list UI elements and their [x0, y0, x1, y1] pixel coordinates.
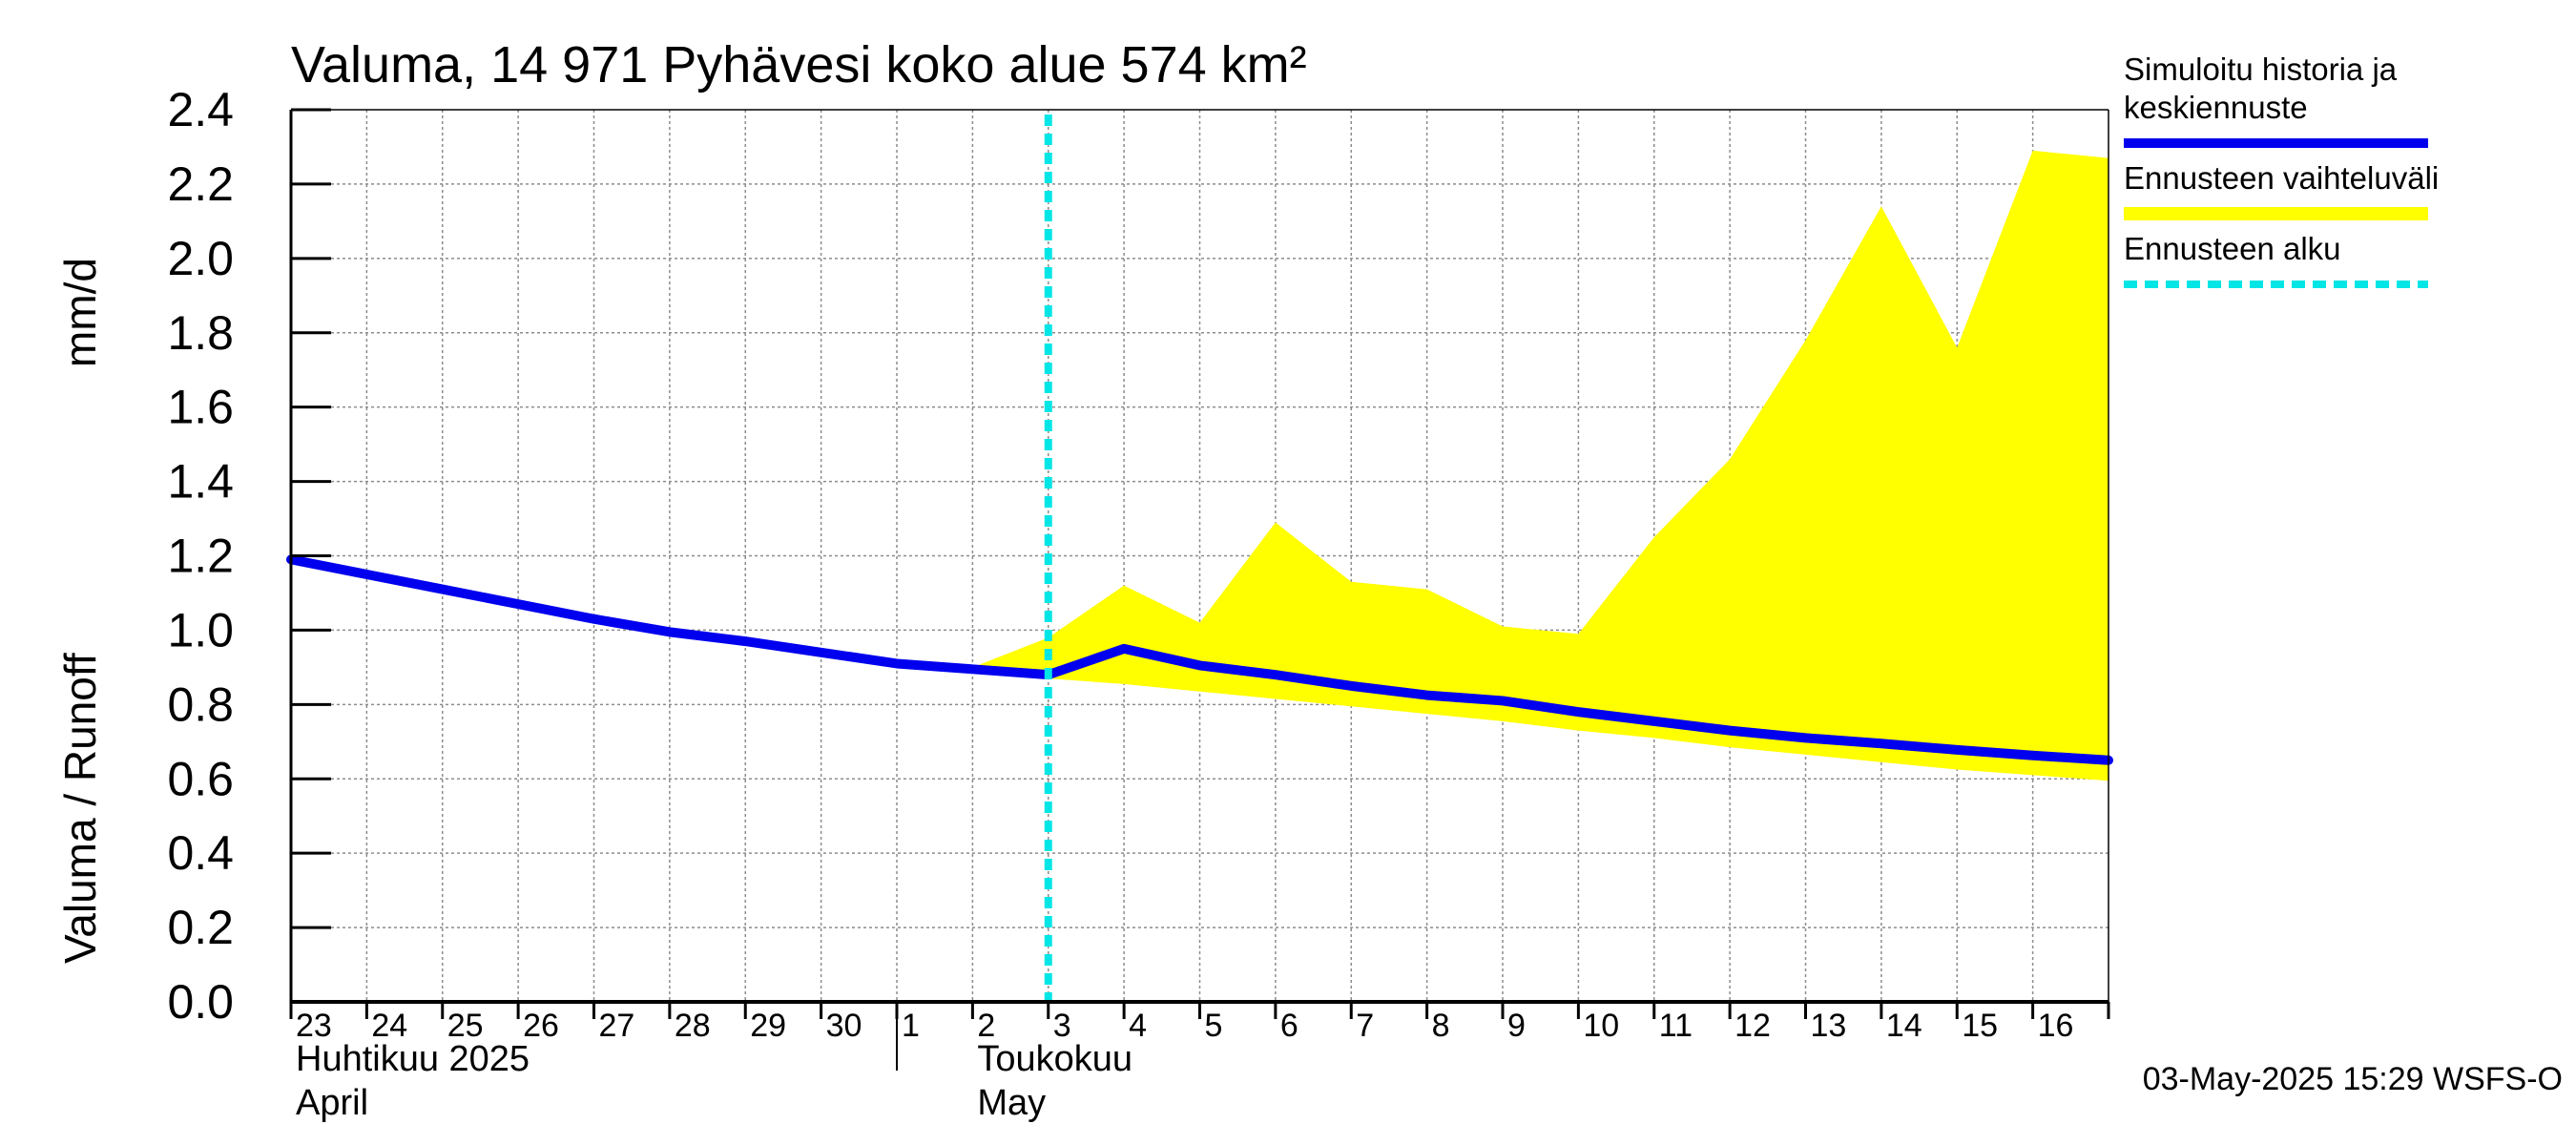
- y-tick-label: 1.2: [167, 530, 234, 583]
- x-tick-label: 8: [1432, 1008, 1450, 1044]
- simulated-mean-point: [896, 662, 898, 665]
- simulated-mean-point: [1123, 647, 1126, 650]
- x-tick-label: 2: [977, 1008, 995, 1044]
- legend-label: Simuloitu historia ja: [2124, 52, 2398, 87]
- x-tick-label: 5: [1205, 1008, 1223, 1044]
- y-tick-label: 0.8: [167, 677, 234, 731]
- simulated-mean-point: [1956, 748, 1959, 751]
- legend-label: Ennusteen vaihteluväli: [2124, 160, 2439, 196]
- legend-label: keskiennuste: [2124, 90, 2308, 125]
- simulated-mean-point: [441, 588, 444, 591]
- simulated-mean-point: [1350, 684, 1353, 687]
- simulated-mean-point: [1804, 737, 1807, 739]
- simulated-mean-point: [365, 572, 368, 575]
- x-tick-label: 13: [1811, 1008, 1847, 1044]
- footer-timestamp: 03-May-2025 15:29 WSFS-O: [2143, 1061, 2563, 1097]
- x-tick-labels: 23 24 25 26 27 28 29 30 1 2 3 4 5 6 7 8 9 10 11 12 13 14 15 16H…: [296, 1008, 2073, 1123]
- x-tick-label: 7: [1356, 1008, 1374, 1044]
- y-tick-label: 1.4: [167, 455, 234, 509]
- x-tick-label: 23: [296, 1008, 332, 1044]
- y-tick-labels: 0.0 0.2 0.4 0.6 0.8 1.0 1.2 1.4 1.6 1.8 2.0 2.2 2.4: [167, 83, 234, 1029]
- x-tick-label: 30: [826, 1008, 862, 1044]
- x-tick-label: 26: [523, 1008, 559, 1044]
- y-tick-label: 2.2: [167, 157, 234, 211]
- y-axis-label-right: mm/d: [55, 258, 105, 367]
- x-tick-label: 6: [1280, 1008, 1298, 1044]
- simulated-mean-point: [1577, 711, 1580, 714]
- simulated-mean-point: [820, 651, 822, 654]
- forecast-range-band: [972, 150, 2109, 781]
- y-tick-label: 0.6: [167, 752, 234, 805]
- month-label-fi: Huhtikuu 2025: [296, 1039, 530, 1079]
- simulated-mean-point: [1880, 742, 1882, 745]
- y-tick-label: 2.4: [167, 83, 234, 136]
- x-tick-label: 29: [750, 1008, 786, 1044]
- y-tick-label: 2.0: [167, 232, 234, 285]
- y-tick-label: 1.6: [167, 381, 234, 434]
- x-tick-label: 9: [1507, 1008, 1526, 1044]
- axes: [289, 108, 2110, 1071]
- x-tick-label: 3: [1053, 1008, 1071, 1044]
- x-tick-label: 16: [2038, 1008, 2074, 1044]
- x-tick-label: 27: [599, 1008, 635, 1044]
- x-tick-label: 25: [447, 1008, 484, 1044]
- month-label-fi: Toukokuu: [977, 1039, 1132, 1079]
- y-tick-label: 1.0: [167, 603, 234, 656]
- simulated-mean-point: [668, 631, 671, 634]
- month-label-en: May: [977, 1083, 1046, 1123]
- simulated-mean-point: [1425, 694, 1428, 697]
- simulated-mean-point: [2031, 754, 2034, 757]
- simulated-mean-point: [1502, 699, 1504, 702]
- x-tick-label: 28: [675, 1008, 711, 1044]
- simulated-mean-point: [971, 668, 974, 671]
- x-tick-label: 12: [1735, 1008, 1771, 1044]
- simulated-mean-point: [1198, 664, 1201, 667]
- x-tick-label: 11: [1659, 1008, 1693, 1044]
- x-tick-label: 10: [1583, 1008, 1619, 1044]
- x-tick-label: 15: [1962, 1008, 1998, 1044]
- forecast-range-band-layer: [972, 150, 2109, 781]
- simulated-mean-point: [1729, 729, 1732, 732]
- simulated-mean-point: [592, 617, 595, 620]
- y-tick-label: 0.2: [167, 901, 234, 954]
- y-tick-label: 0.4: [167, 826, 234, 880]
- simulated-mean-point: [1274, 674, 1277, 677]
- x-tick-label: 24: [371, 1008, 407, 1044]
- simulated-mean-point: [744, 640, 747, 643]
- simulated-mean-point: [1652, 719, 1655, 722]
- y-tick-label: 1.8: [167, 306, 234, 360]
- simulated-mean-point: [517, 603, 520, 606]
- y-tick-label: 0.0: [167, 975, 234, 1029]
- month-label-en: April: [296, 1083, 368, 1123]
- x-tick-label: 14: [1886, 1008, 1922, 1044]
- y-axis-label-left: Valuma / Runoff: [55, 653, 105, 964]
- legend-label: Ennusteen alku: [2124, 231, 2341, 266]
- x-tick-label: 4: [1129, 1008, 1147, 1044]
- x-tick-label: 1: [902, 1008, 920, 1044]
- chart-title: Valuma, 14 971 Pyhävesi koko alue 574 km…: [291, 36, 1307, 94]
